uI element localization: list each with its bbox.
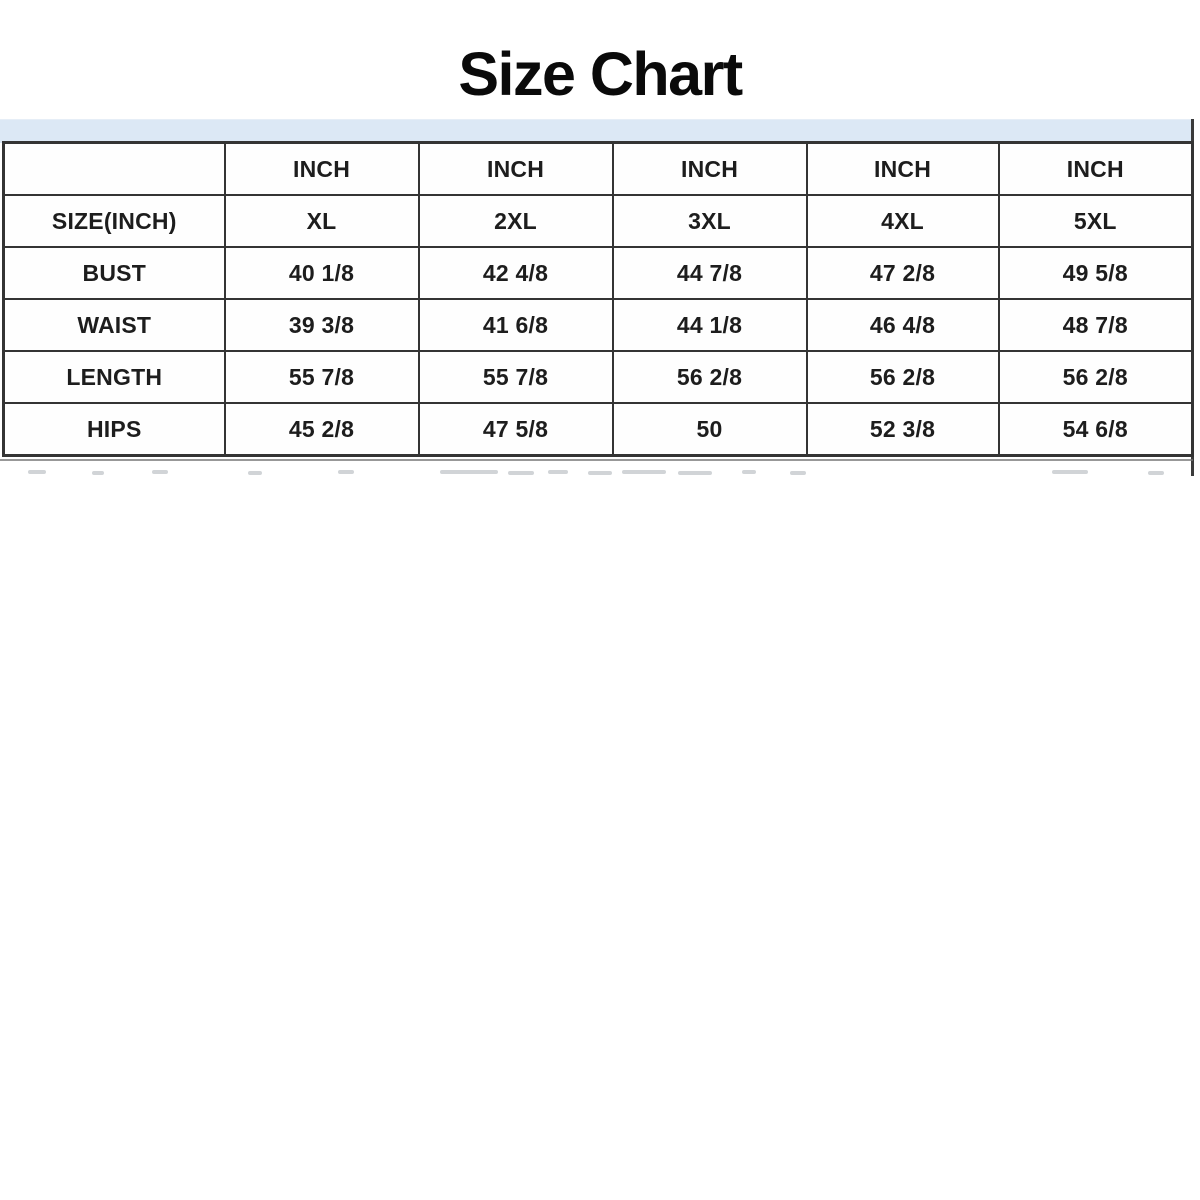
value-cell: 46 4/8 [805,298,1000,352]
value-cell: 39 3/8 [223,298,420,352]
size-table: INCH INCH INCH INCH INCH SIZE(INCH) XL 2… [2,141,1194,457]
unit-cell-empty [2,141,226,196]
cropped-row-artifact [790,471,806,475]
value-cell: 56 2/8 [997,350,1194,404]
value-cell: 56 2/8 [805,350,1000,404]
cropped-row-artifact [440,470,498,474]
row-label-cell: HIPS [2,402,226,457]
cropped-row-artifact [1148,471,1164,475]
cropped-row-artifact [1052,470,1088,474]
size-header-label: SIZE(INCH) [2,194,226,248]
unit-row: INCH INCH INCH INCH INCH [2,141,1194,196]
cropped-row-artifact [248,471,262,475]
row-label-cell: WAIST [2,298,226,352]
unit-cell: INCH [223,141,420,196]
value-cell: 44 7/8 [611,246,808,300]
measurement-row-bust: BUST 40 1/8 42 4/8 44 7/8 47 2/8 49 5/8 [2,246,1194,300]
size-cell: 4XL [805,194,1000,248]
cropped-row-artifact [152,470,168,474]
value-cell: 47 5/8 [417,402,614,457]
unit-cell: INCH [417,141,614,196]
cropped-row-artifact [678,471,712,475]
size-cell: XL [223,194,420,248]
table-top-band [0,119,1191,143]
unit-cell: INCH [805,141,1000,196]
value-cell: 55 7/8 [417,350,614,404]
measurement-row-length: LENGTH 55 7/8 55 7/8 56 2/8 56 2/8 56 2/… [2,350,1194,404]
size-cell: 2XL [417,194,614,248]
value-cell: 40 1/8 [223,246,420,300]
cropped-row-artifact [508,471,534,475]
value-cell: 55 7/8 [223,350,420,404]
value-cell: 52 3/8 [805,402,1000,457]
page-title: Size Chart [458,40,743,108]
cropped-row-top-border [0,459,1193,461]
size-cell: 3XL [611,194,808,248]
size-header-row: SIZE(INCH) XL 2XL 3XL 4XL 5XL [2,194,1194,248]
value-cell: 54 6/8 [997,402,1194,457]
unit-cell: INCH [997,141,1194,196]
value-cell: 56 2/8 [611,350,808,404]
cropped-row-artifact [622,470,666,474]
cropped-row-artifact [92,471,104,475]
value-cell: 48 7/8 [997,298,1194,352]
size-cell: 5XL [997,194,1194,248]
cropped-row-artifact [742,470,756,474]
cropped-row-artifact [28,470,46,474]
measurement-row-hips: HIPS 45 2/8 47 5/8 50 52 3/8 54 6/8 [2,402,1194,457]
cropped-row-artifact [338,470,354,474]
value-cell: 41 6/8 [417,298,614,352]
measurement-row-waist: WAIST 39 3/8 41 6/8 44 1/8 46 4/8 48 7/8 [2,298,1194,352]
value-cell: 50 [611,402,808,457]
value-cell: 42 4/8 [417,246,614,300]
value-cell: 47 2/8 [805,246,1000,300]
value-cell: 45 2/8 [223,402,420,457]
value-cell: 49 5/8 [997,246,1194,300]
cropped-row-artifact [588,471,612,475]
cropped-row-artifact [548,470,568,474]
row-label-cell: BUST [2,246,226,300]
row-label-cell: LENGTH [2,350,226,404]
value-cell: 44 1/8 [611,298,808,352]
unit-cell: INCH [611,141,808,196]
